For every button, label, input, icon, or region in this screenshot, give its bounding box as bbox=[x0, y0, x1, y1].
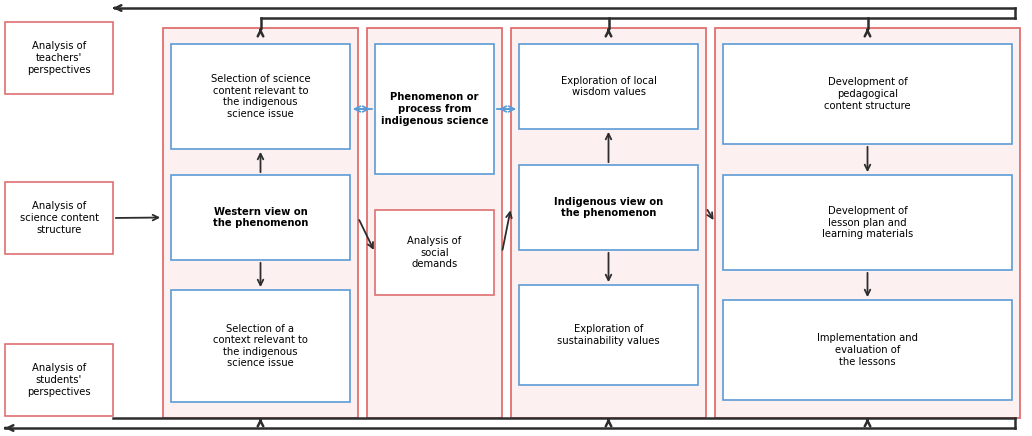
Bar bbox=[715, 28, 1020, 418]
Text: Selection of science
content relevant to
the indigenous
science issue: Selection of science content relevant to… bbox=[211, 74, 311, 119]
Bar bbox=[723, 175, 1012, 270]
Text: Selection of a
context relevant to
the indigenous
science issue: Selection of a context relevant to the i… bbox=[213, 324, 308, 368]
Text: Indigenous view on
the phenomenon: Indigenous view on the phenomenon bbox=[554, 197, 664, 218]
Bar bbox=[723, 44, 1012, 144]
Text: Development of
pedagogical
content structure: Development of pedagogical content struc… bbox=[825, 78, 911, 111]
Bar bbox=[375, 210, 494, 295]
Bar bbox=[163, 28, 358, 418]
Text: Western view on
the phenomenon: Western view on the phenomenon bbox=[213, 207, 309, 228]
Bar bbox=[171, 175, 350, 260]
Bar bbox=[5, 22, 112, 94]
Text: Analysis of
social
demands: Analysis of social demands bbox=[408, 236, 461, 269]
Text: Exploration of
sustainability values: Exploration of sustainability values bbox=[557, 324, 659, 346]
Bar bbox=[511, 28, 706, 418]
Bar bbox=[519, 165, 698, 250]
Text: Exploration of local
wisdom values: Exploration of local wisdom values bbox=[560, 76, 656, 97]
Bar bbox=[171, 290, 350, 402]
Bar bbox=[171, 44, 350, 149]
Bar bbox=[723, 300, 1012, 400]
Text: Phenomenon or
process from
indigenous science: Phenomenon or process from indigenous sc… bbox=[381, 92, 488, 126]
Bar bbox=[519, 44, 698, 129]
Text: Analysis of
science content
structure: Analysis of science content structure bbox=[20, 201, 98, 235]
Bar bbox=[5, 344, 112, 416]
Bar bbox=[519, 285, 698, 385]
Bar bbox=[5, 182, 112, 254]
Text: Implementation and
evaluation of
the lessons: Implementation and evaluation of the les… bbox=[817, 334, 918, 367]
Bar bbox=[367, 28, 502, 418]
Text: Analysis of
students'
perspectives: Analysis of students' perspectives bbox=[27, 363, 91, 397]
Text: Development of
lesson plan and
learning materials: Development of lesson plan and learning … bbox=[821, 206, 913, 239]
Text: Analysis of
teachers'
perspectives: Analysis of teachers' perspectives bbox=[27, 41, 91, 75]
Bar bbox=[375, 44, 494, 174]
